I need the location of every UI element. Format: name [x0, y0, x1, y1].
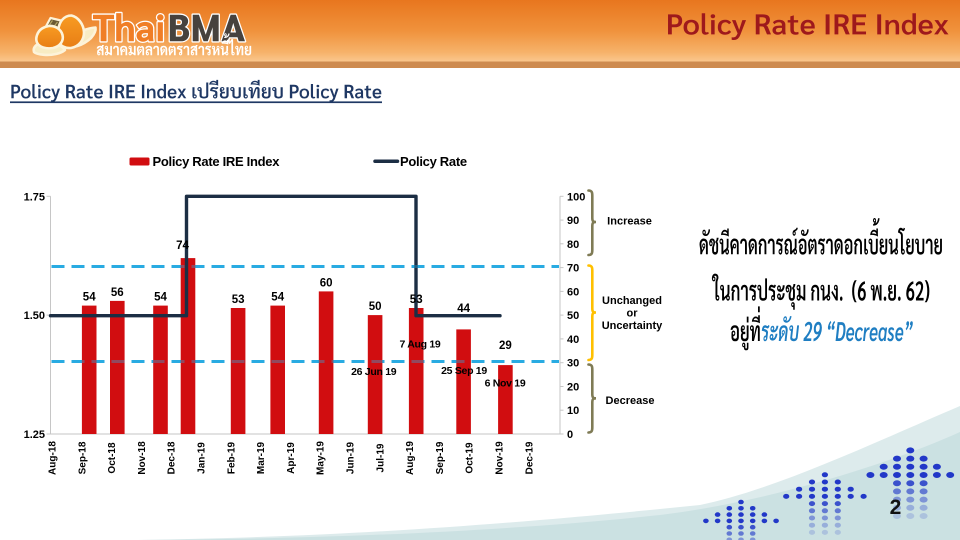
svg-text:Decrease: Decrease — [606, 395, 655, 407]
svg-text:6 Nov 19: 6 Nov 19 — [485, 378, 526, 390]
svg-text:or: or — [627, 308, 639, 320]
svg-text:60: 60 — [320, 277, 333, 289]
svg-text:Oct-19: Oct-19 — [465, 442, 476, 474]
svg-text:Nov-19: Nov-19 — [495, 441, 506, 475]
svg-text:30: 30 — [567, 358, 579, 370]
svg-text:20: 20 — [567, 382, 579, 394]
svg-text:Feb-19: Feb-19 — [226, 441, 237, 474]
svg-text:Unchanged: Unchanged — [602, 295, 662, 307]
svg-text:1.25: 1.25 — [24, 429, 45, 441]
svg-text:80: 80 — [567, 239, 579, 251]
svg-text:Policy Rate: Policy Rate — [400, 154, 467, 169]
svg-text:56: 56 — [111, 287, 124, 299]
svg-text:90: 90 — [567, 215, 579, 227]
svg-text:54: 54 — [271, 292, 284, 304]
svg-text:Oct-18: Oct-18 — [107, 442, 118, 474]
svg-text:Nov-18: Nov-18 — [137, 441, 148, 475]
svg-text:74: 74 — [176, 240, 189, 252]
svg-text:1.75: 1.75 — [24, 191, 45, 203]
svg-text:0: 0 — [567, 429, 573, 441]
svg-text:44: 44 — [457, 303, 470, 315]
svg-text:Uncertainty: Uncertainty — [602, 320, 663, 332]
svg-text:Aug-19: Aug-19 — [405, 441, 416, 475]
svg-text:50: 50 — [369, 301, 382, 313]
svg-text:May-19: May-19 — [316, 441, 327, 475]
svg-text:Dec-19: Dec-19 — [524, 441, 535, 474]
svg-text:Apr-19: Apr-19 — [286, 442, 297, 474]
svg-text:50: 50 — [567, 310, 579, 322]
svg-text:Jan-19: Jan-19 — [197, 442, 208, 474]
svg-text:29: 29 — [499, 340, 512, 352]
svg-text:100: 100 — [567, 191, 585, 203]
svg-text:Mar-19: Mar-19 — [256, 441, 267, 474]
svg-text:Jun-19: Jun-19 — [346, 441, 357, 474]
svg-text:26 Jun 19: 26 Jun 19 — [351, 366, 397, 378]
svg-text:2: 2 — [890, 496, 902, 519]
svg-text:Increase: Increase — [607, 216, 652, 228]
svg-text:53: 53 — [232, 294, 245, 306]
svg-text:7 Aug 19: 7 Aug 19 — [400, 339, 441, 351]
svg-text:60: 60 — [567, 286, 579, 298]
svg-text:70: 70 — [567, 263, 579, 275]
svg-text:53: 53 — [410, 294, 423, 306]
svg-text:Sep-18: Sep-18 — [77, 441, 88, 474]
svg-text:54: 54 — [154, 292, 167, 304]
svg-text:Aug-18: Aug-18 — [48, 441, 59, 475]
svg-text:54: 54 — [83, 292, 96, 304]
svg-text:10: 10 — [567, 405, 579, 417]
svg-text:Dec-18: Dec-18 — [167, 441, 178, 474]
svg-text:1.50: 1.50 — [24, 310, 45, 322]
svg-text:Policy Rate IRE Index: Policy Rate IRE Index — [153, 154, 281, 169]
svg-text:25 Sep 19: 25 Sep 19 — [441, 365, 487, 377]
svg-text:Jul-19: Jul-19 — [375, 443, 386, 472]
svg-text:40: 40 — [567, 334, 579, 346]
svg-text:Sep-19: Sep-19 — [435, 441, 446, 474]
